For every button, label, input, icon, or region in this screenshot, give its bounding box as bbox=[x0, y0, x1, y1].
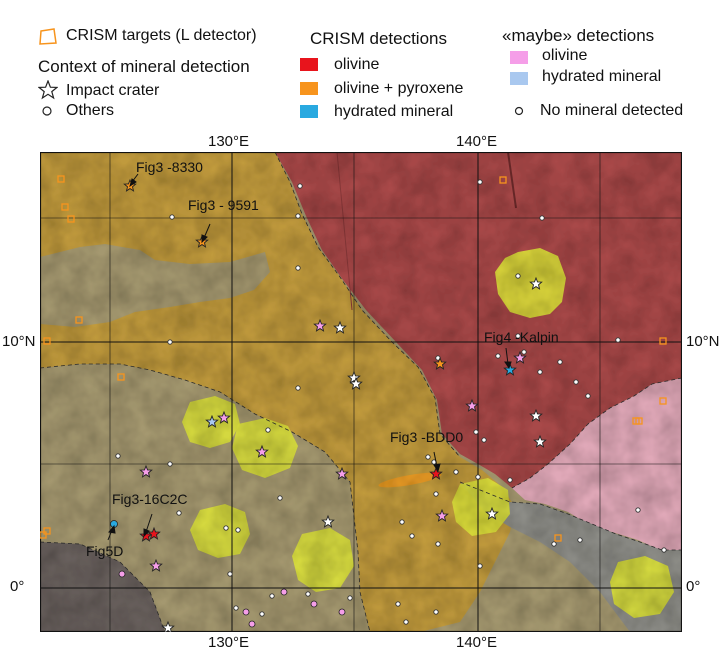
star-olivine-16c2c-2 bbox=[147, 526, 161, 540]
star-hydrated-kalpin bbox=[503, 362, 517, 376]
maybe-olivine-swatch bbox=[510, 51, 528, 64]
deposit-se bbox=[610, 556, 674, 618]
legend-det-hydrated: hydrated mineral bbox=[334, 103, 454, 120]
geologic-map: Fig3 -8330 Fig3 - 9591 Fig4 -Kalpin Fig3… bbox=[40, 152, 682, 632]
legend-impact-crater: Impact crater bbox=[66, 82, 160, 99]
star-markers bbox=[123, 178, 547, 632]
legend-others: Others bbox=[66, 102, 115, 119]
star-maybe-olivine-kalpin bbox=[513, 350, 527, 364]
crism-targets bbox=[40, 175, 667, 542]
star-maybe-olivine-1 bbox=[313, 318, 327, 332]
star-crater-5 bbox=[533, 434, 547, 448]
streak-line bbox=[507, 152, 517, 209]
deposit-mid bbox=[232, 418, 298, 478]
legend-detections-title: CRISM detections bbox=[310, 29, 447, 48]
deposit-ne bbox=[495, 248, 566, 318]
deposit-sw bbox=[190, 504, 250, 558]
unit-tan-upper bbox=[40, 244, 270, 327]
annotation-fig5d: Fig5D bbox=[86, 543, 123, 559]
map-svg: Fig3 -8330 Fig3 - 9591 Fig4 -Kalpin Fig3… bbox=[40, 152, 682, 632]
legend-no-mineral: No mineral detected bbox=[540, 102, 684, 119]
star-maybe-hydrated-1 bbox=[205, 414, 219, 428]
star-crater-6 bbox=[485, 506, 499, 520]
star-crater-3 bbox=[349, 376, 363, 390]
streak-line-2 bbox=[336, 152, 353, 311]
legend-det-olivine: olivine bbox=[334, 56, 380, 73]
star-crater-8 bbox=[161, 620, 175, 632]
star-maybe-olivine-7 bbox=[435, 508, 449, 522]
legend-maybe-title: «maybe» detections bbox=[502, 26, 655, 45]
star-crater-ne bbox=[529, 276, 543, 290]
no-mineral-circle-icon bbox=[514, 106, 524, 116]
legend-det-olivine-pyroxene: olivine + pyroxene bbox=[334, 80, 464, 97]
no-detection-points bbox=[115, 179, 667, 625]
annotation-fig3-8330: Fig3 -8330 bbox=[136, 159, 203, 175]
legend-maybe-olivine: olivine bbox=[542, 47, 588, 64]
map-frame bbox=[40, 152, 682, 632]
annotation-fig4-kalpin: Fig4 -Kalpin bbox=[484, 329, 559, 345]
annotation-fig3-bdd0: Fig3 -BDD0 bbox=[390, 429, 463, 445]
graticule bbox=[40, 152, 682, 632]
lon-label-bottom-140: 140°E bbox=[456, 634, 498, 651]
others-circle-icon bbox=[42, 106, 52, 116]
olivine-swatch bbox=[300, 58, 318, 71]
star-maybe-olivine-5 bbox=[139, 464, 153, 478]
lat-label-left-0: 0° bbox=[10, 578, 25, 595]
star-olivine-pyroxene-2 bbox=[433, 356, 447, 370]
unit-boundaries bbox=[40, 152, 682, 632]
deposit-s bbox=[292, 528, 354, 592]
legend-maybe-hydrated: hydrated mineral bbox=[542, 68, 662, 85]
streak bbox=[378, 472, 442, 488]
lat-label-right-0: 0° bbox=[686, 578, 701, 595]
star-crater-4 bbox=[529, 408, 543, 422]
maybe-hydrated-swatch bbox=[510, 72, 528, 85]
star-crater-7 bbox=[321, 514, 335, 528]
impact-crater-star-icon bbox=[38, 80, 58, 100]
star-maybe-olivine-3 bbox=[217, 410, 231, 424]
star-maybe-olivine-8 bbox=[149, 558, 163, 572]
lat-label-right-10n: 10°N bbox=[686, 333, 720, 350]
star-maybe-olivine-4 bbox=[255, 444, 269, 458]
deposit-e bbox=[452, 478, 510, 536]
lon-label-top-140: 140°E bbox=[456, 133, 498, 150]
star-maybe-olivine-6 bbox=[335, 466, 349, 480]
unit-dark bbox=[40, 542, 165, 632]
lat-label-left-10n: 10°N bbox=[2, 333, 36, 350]
hydrated-swatch bbox=[300, 105, 318, 118]
star-olivine-bdd0 bbox=[429, 466, 443, 480]
maybe-olivine-points bbox=[118, 570, 346, 628]
annotation-fig3-16c2c: Fig3-16C2C bbox=[112, 491, 187, 507]
star-maybe-olivine-2 bbox=[465, 398, 479, 412]
annotation-arrows bbox=[107, 173, 512, 541]
legend-crism-targets: CRISM targets (L detector) bbox=[66, 27, 257, 44]
annotation-fig3-9591: Fig3 - 9591 bbox=[188, 197, 259, 213]
olivine-pyroxene-swatch bbox=[300, 82, 318, 95]
star-crater-1 bbox=[333, 320, 347, 334]
legend-context-title: Context of mineral detection bbox=[38, 57, 250, 76]
lon-label-top-130: 130°E bbox=[208, 133, 250, 150]
star-crater-2 bbox=[347, 370, 361, 384]
lon-label-bottom-130: 130°E bbox=[208, 634, 250, 651]
crism-target-icon bbox=[39, 28, 57, 45]
